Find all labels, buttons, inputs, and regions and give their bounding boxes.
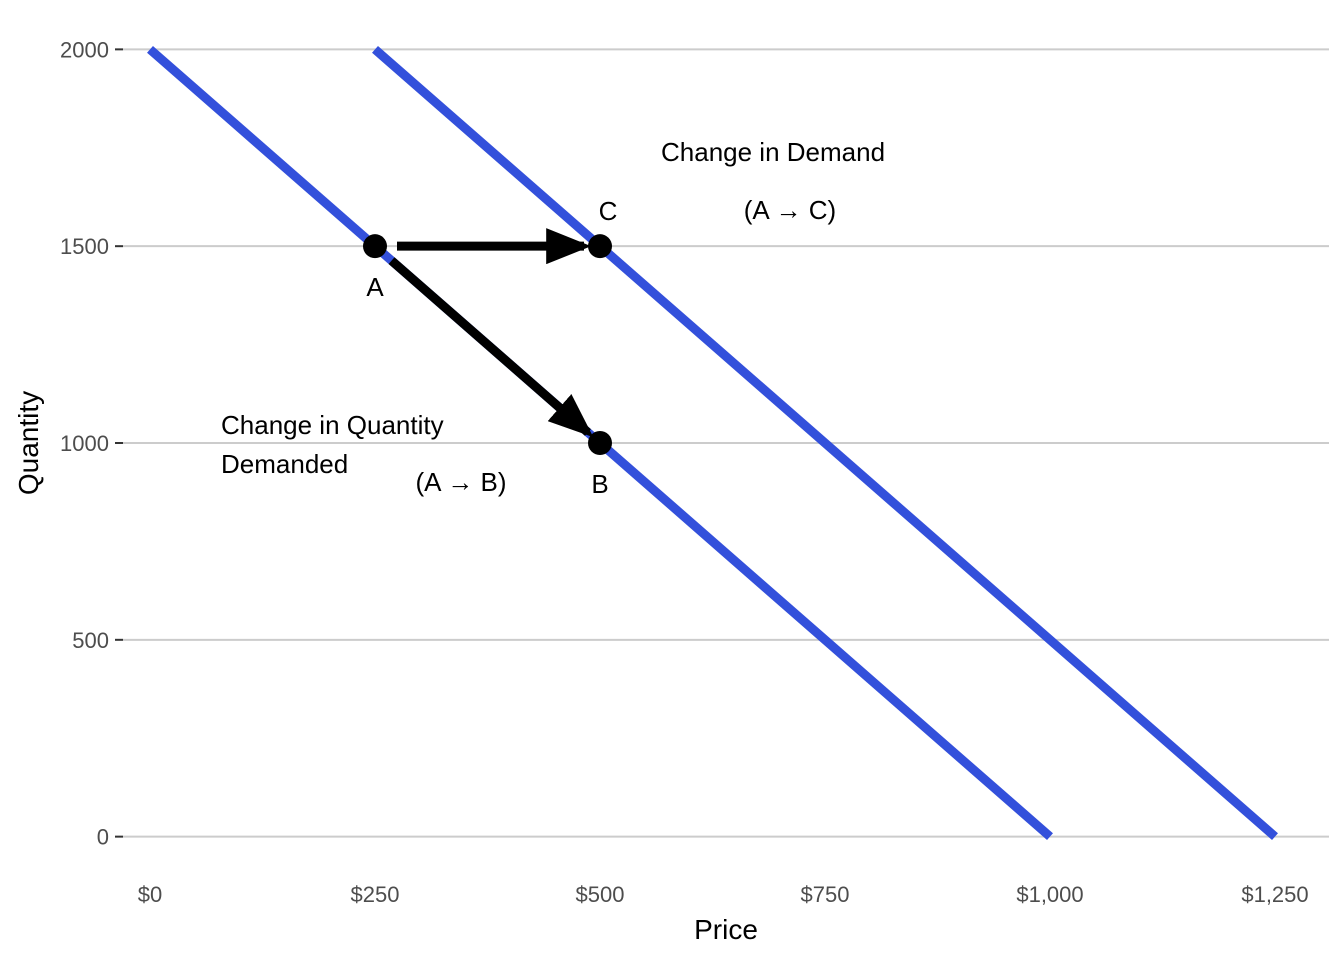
y-tick-label: 2000: [60, 37, 109, 62]
annotation-qd-path: (A → B): [415, 467, 506, 497]
x-axis-title: Price: [694, 914, 758, 945]
y-tick-label: 500: [72, 628, 109, 653]
y-tick-label: 1500: [60, 234, 109, 259]
annotation-demand-path: (A → C): [744, 195, 836, 225]
y-axis-title: Quantity: [13, 391, 44, 495]
x-tick-label: $0: [138, 882, 162, 907]
point-label-a: A: [366, 272, 384, 302]
annotation-qd-line2: Demanded: [221, 449, 348, 479]
points: A B C: [363, 196, 617, 499]
grid-layer: [123, 48, 1329, 838]
x-tick-label: $500: [576, 882, 625, 907]
demand-curve-2: [372, 45, 1278, 841]
point-a: [363, 234, 387, 259]
point-label-b: B: [591, 469, 608, 499]
point-c: [588, 234, 612, 259]
x-tick-label: $750: [801, 882, 850, 907]
x-tick-label: $1,000: [1016, 882, 1083, 907]
x-tick-label: $250: [351, 882, 400, 907]
annotation-qd-line1: Change in Quantity: [221, 410, 444, 440]
x-axis: $0 $250 $500 $750 $1,000 $1,250: [138, 882, 1309, 907]
annotation-demand-title: Change in Demand: [661, 137, 885, 167]
arrow-2: [388, 257, 594, 438]
y-tick-label: 1000: [60, 431, 109, 456]
x-tick-label: $1,250: [1241, 882, 1308, 907]
y-tick-label: 0: [97, 825, 109, 850]
point-label-c: C: [599, 196, 618, 226]
annotations: Change in Demand (A → C) Change in Quantit…: [221, 137, 885, 497]
point-b: [588, 431, 612, 455]
arrows: [388, 228, 594, 438]
y-axis: 0 500 1000 1500 2000: [60, 37, 123, 850]
